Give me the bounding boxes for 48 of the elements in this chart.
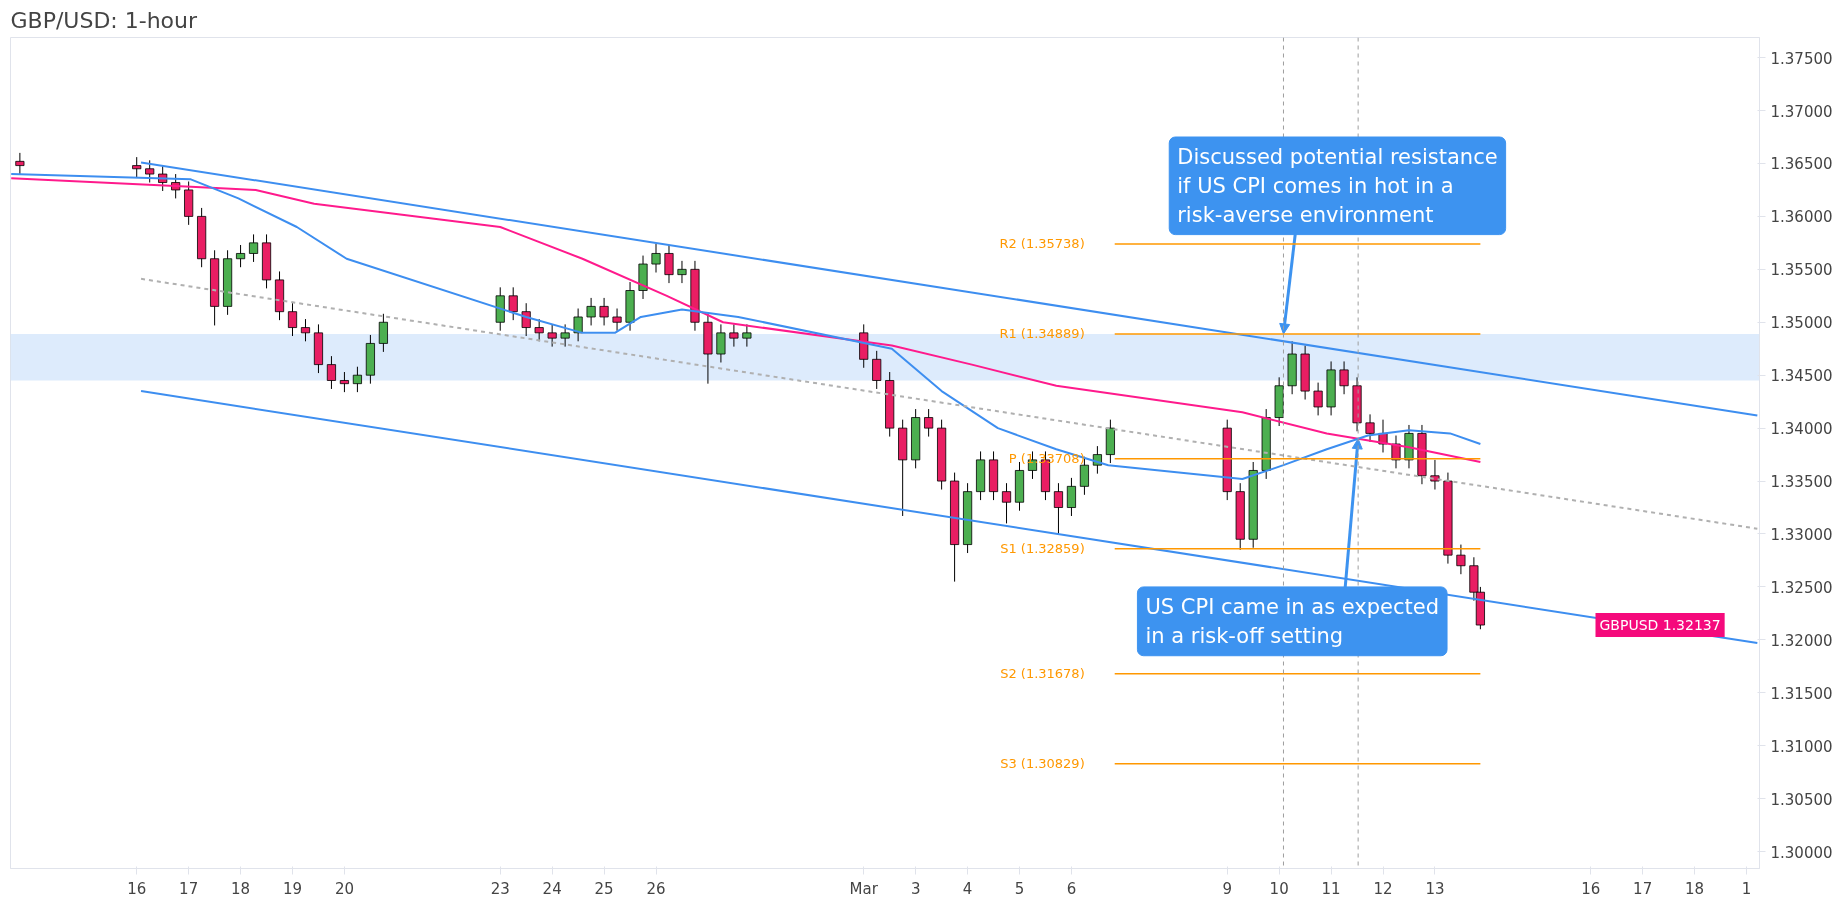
y-tick-label: 1.37000 <box>1770 102 1833 121</box>
x-tick-label: 9 <box>1222 879 1232 898</box>
x-tick-label: 26 <box>646 879 666 898</box>
x-tick-label: 10 <box>1269 879 1289 898</box>
annotation: US CPI came in as expected in a risk-off setting <box>1145 594 1440 648</box>
x-tick-label: 25 <box>594 879 614 898</box>
x-tick-label: 17 <box>1633 879 1653 898</box>
x-tick-label: 1 <box>1741 879 1752 898</box>
y-tick-label: 1.34500 <box>1770 367 1833 386</box>
x-tick-label: 4 <box>962 879 973 898</box>
x-tick-label: 18 <box>1685 879 1705 898</box>
x-tick-label: 18 <box>231 879 251 898</box>
text: S2 (1.31678) <box>1000 666 1085 682</box>
chart-title: GBP/USD: 1-hour <box>10 7 199 33</box>
text: S1 (1.32859) <box>1000 541 1085 557</box>
y-tick-label: 1.33500 <box>1770 473 1833 492</box>
y-tick-label: 1.31500 <box>1770 684 1833 703</box>
y-tick-label: 1.35500 <box>1770 261 1833 280</box>
y-tick-label: 1.36000 <box>1770 208 1833 227</box>
x-tick-label: 5 <box>1014 879 1025 898</box>
y-tick-label: 1.37500 <box>1770 49 1833 68</box>
x-tick-label: 16 <box>1581 879 1601 898</box>
x-tick-label: 6 <box>1066 879 1077 898</box>
y-tick-label: 1.35000 <box>1770 314 1833 333</box>
x-tick-label: 16 <box>127 879 147 898</box>
x-tick-label: 23 <box>490 879 510 898</box>
x-tick-label: Mar <box>849 879 879 898</box>
x-tick-label: 20 <box>334 879 354 898</box>
y-tick-label: 1.34000 <box>1770 420 1833 439</box>
annotation: GBPUSD 1.32137 <box>1599 617 1721 634</box>
y-tick-label: 1.32500 <box>1770 578 1833 597</box>
annotation: Discussed potential resistance if US CPI comes in hot in a risk-averse environment <box>1177 145 1498 227</box>
text: R1 (1.34889) <box>999 326 1085 342</box>
x-tick-label: 11 <box>1321 879 1341 898</box>
x-tick-label: 17 <box>179 879 199 898</box>
text: R2 (1.35738) <box>999 236 1085 252</box>
y-tick-label: 1.36500 <box>1770 155 1833 174</box>
x-tick-label: 13 <box>1425 879 1445 898</box>
x-tick-label: 12 <box>1373 879 1393 898</box>
x-tick-label: 24 <box>542 879 562 898</box>
x-tick-label: 19 <box>282 879 303 898</box>
y-tick-label: 1.30500 <box>1770 790 1833 809</box>
y-tick-label: 1.32000 <box>1770 631 1833 650</box>
y-tick-label: 1.33000 <box>1770 525 1833 544</box>
text: S3 (1.30829) <box>1000 756 1085 772</box>
y-tick-label: 1.30000 <box>1770 843 1833 862</box>
y-tick-label: 1.31000 <box>1770 737 1833 756</box>
x-tick-label: 3 <box>910 879 921 898</box>
